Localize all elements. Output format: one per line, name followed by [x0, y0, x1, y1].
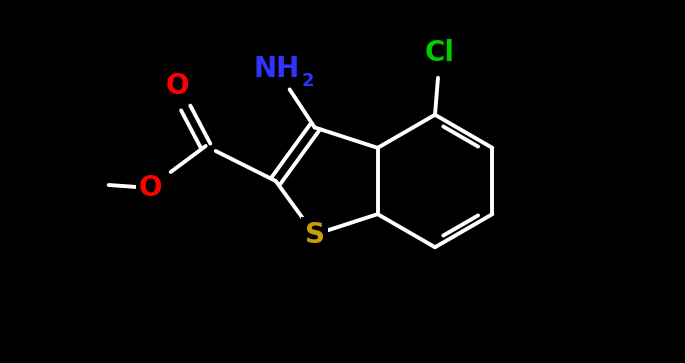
Text: Cl: Cl [425, 39, 455, 67]
Text: S: S [305, 221, 325, 249]
Text: O: O [166, 72, 190, 100]
Text: O: O [139, 174, 162, 202]
Text: NH: NH [253, 56, 300, 83]
Text: 2: 2 [301, 72, 314, 90]
